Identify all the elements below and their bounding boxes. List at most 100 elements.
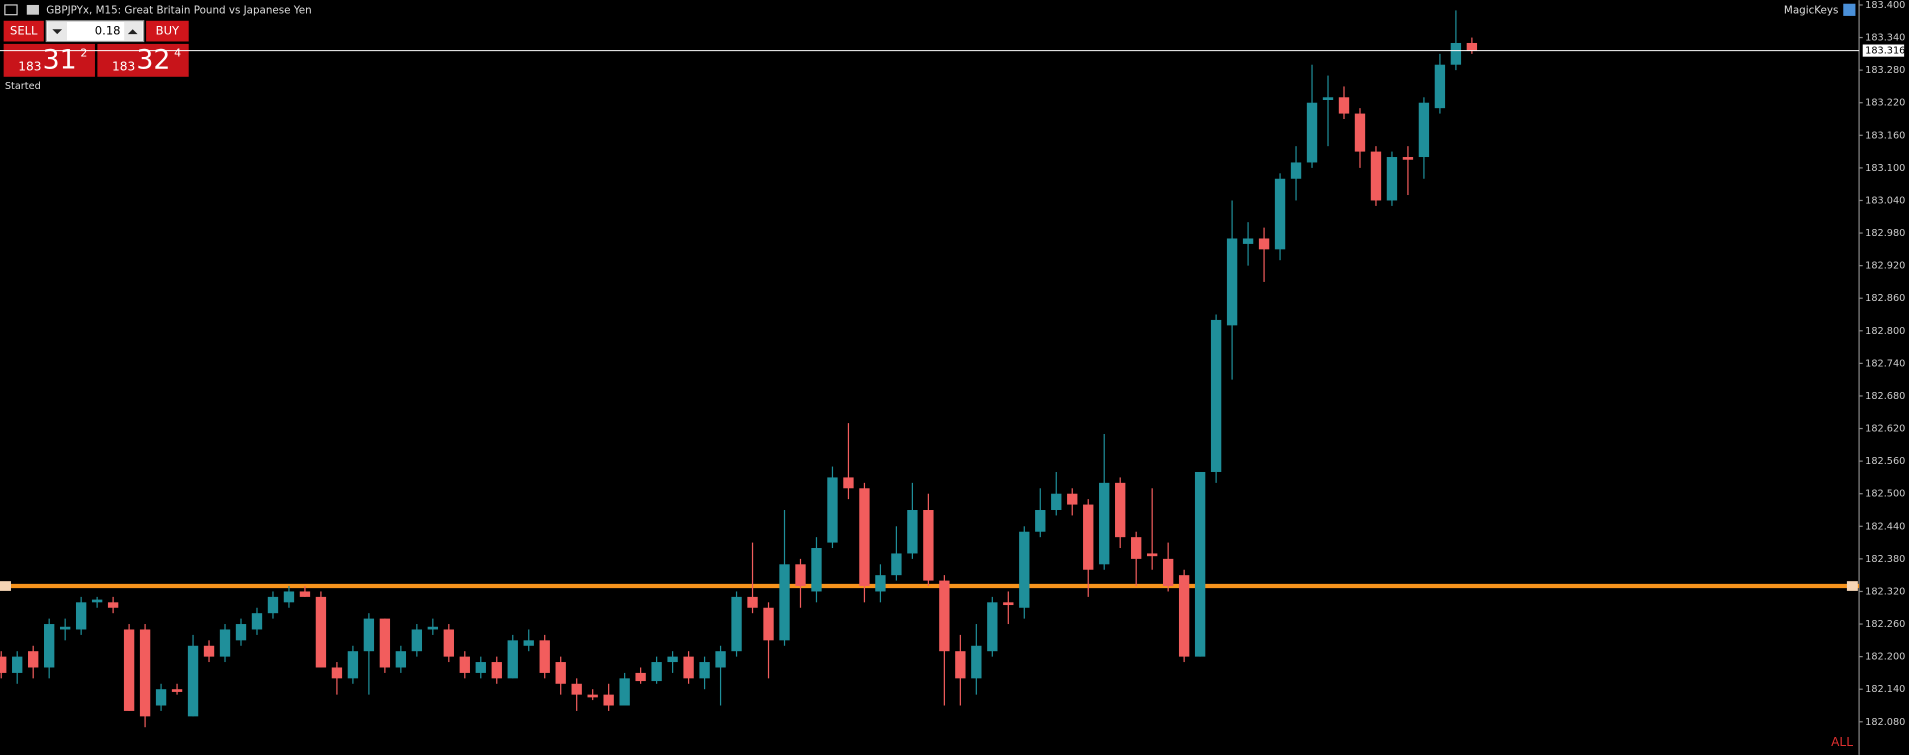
chart-header: GBPJPYx, M15: Great Britain Pound vs Jap… bbox=[46, 4, 311, 16]
y-tick-label: 182.320 bbox=[1865, 586, 1905, 597]
y-tick-label: 183.040 bbox=[1865, 195, 1905, 206]
candle-body bbox=[635, 672, 646, 682]
menu-icon bbox=[4, 4, 18, 16]
candle-body bbox=[75, 602, 87, 630]
ask-small: 4 bbox=[174, 47, 181, 60]
arrow-down bbox=[52, 29, 63, 35]
candle-body bbox=[123, 629, 135, 711]
y-tick-label: 183.100 bbox=[1865, 163, 1905, 174]
chart-icon bbox=[26, 4, 39, 15]
candle-body bbox=[811, 548, 822, 592]
candle-body bbox=[1242, 238, 1254, 244]
candle-body bbox=[587, 694, 598, 698]
expert-name: MagicKeys bbox=[1784, 4, 1838, 16]
candle-body bbox=[971, 645, 982, 679]
y-tick-label: 182.980 bbox=[1865, 228, 1905, 239]
candle-body bbox=[1019, 531, 1030, 608]
candle-body bbox=[1035, 510, 1046, 532]
y-tick-label: 182.680 bbox=[1865, 391, 1905, 402]
candle-body bbox=[1162, 558, 1174, 587]
volume-value: 0.18 bbox=[95, 24, 121, 38]
sell-label: SELL bbox=[10, 24, 38, 38]
candle-body bbox=[1466, 42, 1478, 51]
candle-body bbox=[747, 596, 758, 608]
candle-body bbox=[1115, 482, 1126, 538]
candle-body bbox=[1210, 319, 1222, 472]
candle-body bbox=[939, 580, 950, 652]
candle-body bbox=[299, 591, 311, 597]
candle-body bbox=[1402, 157, 1414, 160]
candle-body bbox=[251, 613, 263, 630]
y-tick-label: 182.080 bbox=[1865, 717, 1905, 728]
candle-body bbox=[395, 651, 407, 668]
candle-body bbox=[1306, 102, 1318, 163]
candle-body bbox=[555, 662, 566, 684]
candle-body bbox=[1083, 504, 1094, 570]
candle-body bbox=[1178, 575, 1190, 657]
chart-icons bbox=[4, 4, 39, 16]
candle-body bbox=[91, 599, 103, 603]
candle-body bbox=[267, 596, 279, 614]
ask-main: 32 bbox=[136, 44, 170, 75]
y-tick-label: 183.220 bbox=[1865, 98, 1905, 109]
candle-body bbox=[1146, 553, 1158, 557]
all-label: ALL bbox=[1831, 735, 1853, 749]
candle-body bbox=[1354, 113, 1366, 152]
candle-body bbox=[1194, 471, 1206, 657]
candle-body bbox=[523, 640, 534, 646]
current-price-label: 183.316 bbox=[1865, 46, 1905, 57]
candle-body bbox=[859, 488, 870, 587]
bid-main: 31 bbox=[43, 44, 77, 75]
buy-button[interactable] bbox=[146, 20, 189, 42]
candle-body bbox=[475, 662, 486, 673]
candle-body bbox=[315, 596, 327, 668]
bid-box[interactable] bbox=[3, 43, 95, 77]
candle-body bbox=[171, 689, 183, 692]
candle-body bbox=[1067, 493, 1078, 505]
candle-body bbox=[1338, 97, 1350, 114]
candle-body bbox=[1274, 178, 1286, 250]
candle-body bbox=[875, 575, 886, 592]
candle-body bbox=[43, 624, 55, 668]
sell-button[interactable] bbox=[3, 20, 44, 42]
candle-body bbox=[379, 618, 391, 668]
candle-body bbox=[763, 607, 774, 641]
candle-body bbox=[715, 651, 726, 668]
candle-body bbox=[0, 656, 7, 673]
candle-body bbox=[427, 626, 438, 630]
bid-small: 2 bbox=[80, 47, 87, 60]
candle-body bbox=[12, 656, 23, 673]
candle-body bbox=[683, 656, 694, 679]
candle-body bbox=[731, 596, 742, 652]
ask-box[interactable] bbox=[97, 43, 189, 77]
candle-body bbox=[907, 510, 918, 554]
y-tick-label: 182.920 bbox=[1865, 261, 1905, 272]
y-tick-label: 182.140 bbox=[1865, 684, 1905, 695]
y-tick-label: 183.340 bbox=[1865, 33, 1905, 44]
candle-body bbox=[1434, 64, 1446, 109]
candle-body bbox=[1418, 102, 1430, 158]
candle-body bbox=[203, 645, 215, 657]
candle-body bbox=[1003, 602, 1014, 606]
y-tick-label: 182.560 bbox=[1865, 456, 1905, 467]
y-tick-label: 182.740 bbox=[1865, 358, 1905, 369]
candle-body bbox=[603, 694, 614, 706]
y-tick-label: 182.500 bbox=[1865, 489, 1905, 500]
candle-body bbox=[155, 689, 167, 706]
candle-body bbox=[1386, 157, 1398, 201]
candle-body bbox=[667, 656, 678, 663]
candle-body bbox=[955, 651, 966, 679]
candle-body bbox=[539, 640, 550, 673]
candle-body bbox=[347, 651, 359, 679]
status-text: Started bbox=[5, 81, 41, 92]
candle-body bbox=[779, 564, 790, 641]
plot: 183.400 183.340 183.280 183.220 183.160 183.1… bbox=[0, 0, 1905, 728]
y-tick-label: 182.800 bbox=[1865, 326, 1905, 337]
volume-field[interactable] bbox=[45, 20, 145, 43]
candle-body bbox=[443, 629, 454, 657]
candle-body bbox=[1258, 238, 1270, 250]
candle-body bbox=[59, 626, 71, 630]
candle-body bbox=[28, 651, 39, 668]
y-tick-label: 183.400 bbox=[1865, 0, 1905, 11]
